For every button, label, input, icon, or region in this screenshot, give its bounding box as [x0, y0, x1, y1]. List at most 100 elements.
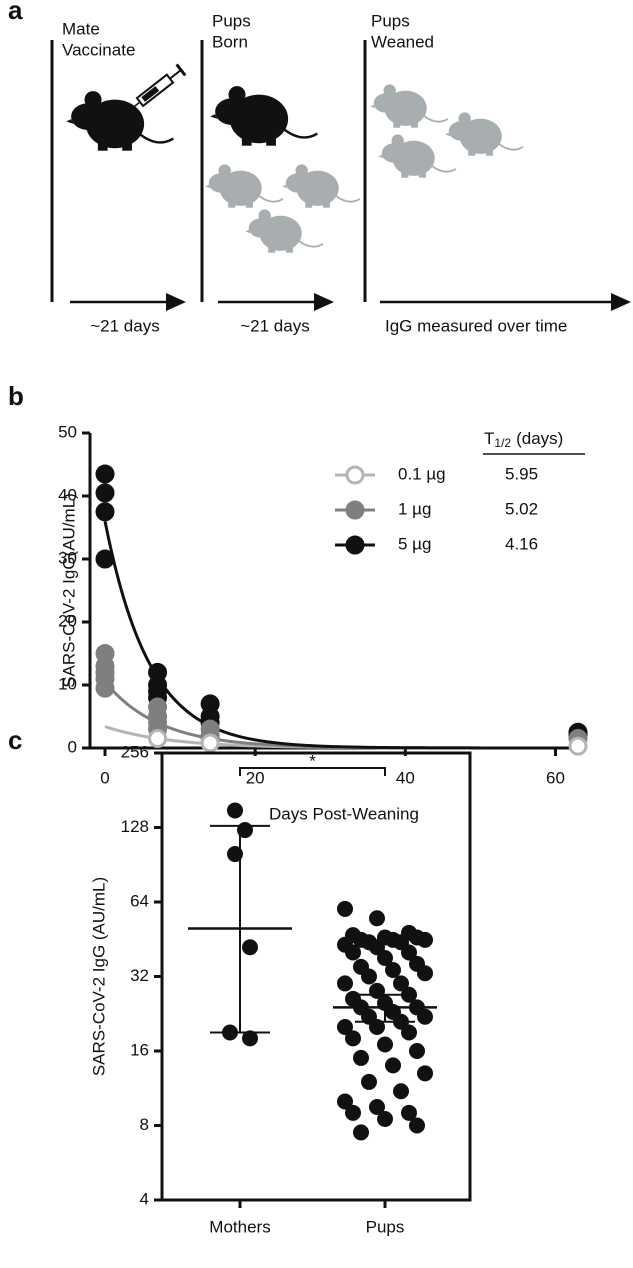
data-point [337, 975, 353, 992]
data-point [337, 1019, 353, 1036]
legend-label: 5 µg [398, 534, 431, 553]
mouse-icon [370, 83, 449, 129]
legend-half-life: 5.95 [505, 464, 538, 483]
data-point [401, 944, 417, 961]
y-tick-label: 50 [58, 422, 77, 441]
data-point [227, 802, 243, 819]
data-point [377, 950, 393, 967]
y-tick-label: 256 [121, 742, 149, 761]
panel-b: b 0 10 20 30 40 50 0 20 40 60 Days Post-Weaning SARS… [8, 381, 588, 823]
legend-header-unit: (days) [516, 429, 563, 448]
y-tick-label: 16 [130, 1040, 149, 1059]
data-point [148, 729, 168, 749]
y-tick-label: 4 [140, 1189, 149, 1208]
y-tick-label: 30 [58, 548, 77, 567]
stage-duration: IgG measured over time [385, 316, 567, 335]
data-point [568, 736, 588, 756]
mouse-icon [205, 163, 284, 209]
panel-a: a Mate Vaccinate ~21 days Pups Born ~21 days P… [8, 0, 631, 335]
y-tick-label: 0 [68, 737, 77, 756]
data-point [200, 733, 220, 753]
y-tick-label: 40 [58, 485, 77, 504]
legend-marker [345, 465, 365, 485]
significance-bracket [239, 767, 386, 776]
data-point [95, 483, 115, 503]
stage-duration: ~21 days [90, 316, 159, 335]
legend-header-subscript: 1/2 [494, 436, 511, 450]
y-tick-label: 10 [58, 674, 77, 693]
data-point [345, 1104, 361, 1121]
data-point [417, 965, 433, 982]
mouse-icon [282, 163, 361, 209]
legend-marker [345, 535, 365, 555]
legend-header: T1/2 (days) [484, 429, 563, 450]
fit-curve [103, 520, 481, 750]
data-point [385, 961, 401, 978]
data-point [393, 1083, 409, 1100]
legend-half-life: 5.02 [505, 499, 538, 518]
stage-title: Vaccinate [62, 40, 135, 59]
data-point [401, 1024, 417, 1041]
legend-label: 0.1 µg [398, 464, 446, 483]
stage-duration: ~21 days [240, 316, 309, 335]
legend-marker [345, 500, 365, 520]
legend-label: 1 µg [398, 499, 431, 518]
y-tick-label: 128 [121, 817, 149, 836]
panel-label: c [8, 725, 22, 755]
mouse-icon [210, 84, 319, 147]
legend-half-life: 4.16 [505, 534, 538, 553]
x-axis-title: Days Post-Weaning [269, 804, 419, 823]
data-point [353, 1124, 369, 1141]
data-point [337, 900, 353, 917]
data-point [409, 1043, 425, 1059]
y-tick-label: 8 [140, 1115, 149, 1134]
stage-title: Born [212, 32, 248, 51]
data-point [393, 975, 409, 992]
y-tick-label: 64 [130, 891, 149, 910]
stage-title: Mate [62, 19, 100, 38]
data-point [95, 549, 115, 569]
data-point [385, 1057, 401, 1074]
data-point [361, 1073, 377, 1090]
data-point [95, 678, 115, 698]
data-point [401, 1104, 417, 1121]
x-tick-label: 40 [396, 768, 415, 787]
panel-label: a [8, 0, 23, 25]
timeline-arrows [70, 293, 631, 311]
mouse-icon [445, 111, 524, 157]
syringe-icon [128, 63, 187, 112]
data-point [369, 1019, 385, 1036]
x-tick-label: 0 [100, 768, 109, 787]
panel-c: c 4 8 16 32 64 128 256 SARS-CoV-2 IgG (AU/mL) Mot… [8, 725, 472, 1236]
y-tick-label: 32 [130, 966, 149, 985]
legend-header-symbol: T [484, 429, 494, 448]
data-point [95, 502, 115, 522]
data-point [345, 944, 361, 961]
data-point [409, 1117, 425, 1134]
data-point [369, 910, 385, 927]
data-point [242, 1030, 258, 1047]
data-point [417, 931, 433, 948]
y-axis-title: SARS-CoV-2 IgG (AU/mL) [89, 877, 108, 1076]
data-point [361, 968, 377, 985]
x-tick-label: Pups [366, 1217, 405, 1236]
y-axis-title: SARS-CoV-2 IgG(AU/mL) [59, 493, 78, 688]
stage-title: Pups [212, 11, 251, 30]
mouse-icon [245, 208, 324, 254]
data-point [353, 1049, 369, 1066]
y-tick-label: 20 [58, 611, 77, 630]
significance-label: * [309, 751, 316, 770]
data-point [95, 464, 115, 484]
x-tick-label: 60 [546, 768, 565, 787]
stage-title: Pups [371, 11, 410, 30]
mouse-icon [378, 133, 457, 179]
data-point [417, 1008, 433, 1025]
data-point [377, 1110, 393, 1127]
x-tick-label: 20 [246, 768, 265, 787]
data-point [242, 939, 258, 956]
data-point [377, 1036, 393, 1053]
data-point [337, 1093, 353, 1110]
mouse-icon [66, 89, 175, 152]
